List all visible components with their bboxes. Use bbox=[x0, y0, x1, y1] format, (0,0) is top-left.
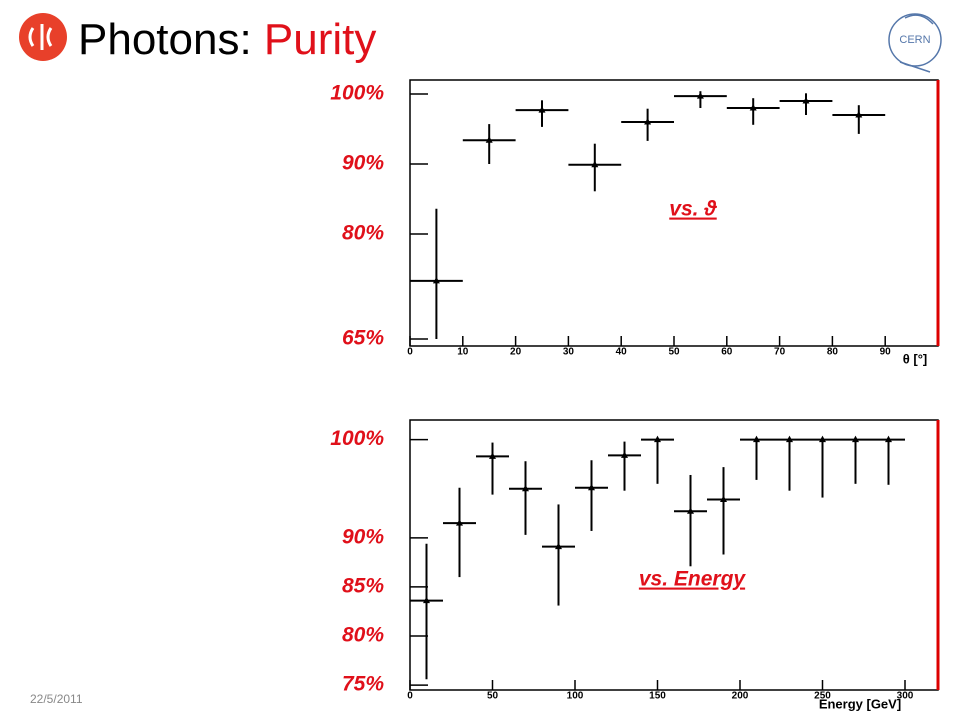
point bbox=[855, 111, 863, 118]
y-tick-label: 100% bbox=[330, 82, 384, 105]
x-tick-label: 30 bbox=[563, 347, 575, 358]
point bbox=[696, 92, 704, 99]
y-tick-label: 75% bbox=[342, 673, 384, 696]
x-tick-label: 20 bbox=[510, 347, 522, 358]
clic-logo bbox=[19, 13, 67, 61]
title-highlight: Purity bbox=[264, 15, 376, 64]
point bbox=[786, 435, 793, 443]
x-tick-label: 10 bbox=[457, 347, 469, 358]
point bbox=[456, 519, 463, 526]
point bbox=[621, 451, 628, 458]
x-tick-label: 200 bbox=[732, 691, 749, 702]
point bbox=[644, 118, 652, 125]
point bbox=[489, 452, 496, 459]
x-axis-label: θ [°] bbox=[903, 351, 928, 366]
annotation: vs. Energy bbox=[639, 568, 747, 591]
y-tick-label: 80% bbox=[342, 624, 384, 647]
x-tick-label: 100 bbox=[567, 691, 584, 702]
y-tick-label: 80% bbox=[342, 222, 384, 245]
cern-text: CERN bbox=[899, 34, 930, 46]
point bbox=[753, 435, 760, 443]
y-tick-label: 100% bbox=[330, 427, 384, 450]
slide-title: Photons: Purity bbox=[78, 15, 376, 64]
x-tick-label: 70 bbox=[774, 347, 786, 358]
x-tick-label: 90 bbox=[880, 347, 892, 358]
x-tick-label: 250 bbox=[814, 691, 831, 702]
plot-frame bbox=[409, 419, 939, 691]
x-tick-label: 0 bbox=[407, 347, 413, 358]
point bbox=[720, 495, 727, 503]
title-text: Photons: bbox=[78, 15, 252, 64]
x-tick-label: 0 bbox=[407, 691, 413, 702]
cern-logo bbox=[888, 13, 942, 73]
point bbox=[555, 542, 562, 550]
point bbox=[654, 435, 661, 443]
x-tick-label: 150 bbox=[649, 691, 666, 702]
annotation: vs. ϑ bbox=[669, 198, 717, 221]
x-axis-label: Energy [GeV] bbox=[819, 696, 901, 711]
point bbox=[885, 435, 892, 443]
point bbox=[591, 160, 599, 168]
x-tick-label: 300 bbox=[897, 691, 914, 702]
point bbox=[749, 104, 757, 111]
point bbox=[522, 484, 529, 492]
x-tick-label: 40 bbox=[616, 347, 628, 358]
point bbox=[485, 136, 493, 143]
x-tick-label: 80 bbox=[827, 347, 839, 358]
point bbox=[802, 97, 810, 104]
point bbox=[852, 435, 859, 443]
point bbox=[538, 106, 546, 113]
y-tick-label: 90% bbox=[342, 525, 384, 548]
y-tick-label: 65% bbox=[342, 327, 384, 350]
x-tick-label: 50 bbox=[668, 347, 680, 358]
date: 22/5/2011 bbox=[30, 692, 83, 706]
y-tick-label: 85% bbox=[342, 574, 384, 597]
x-tick-label: 60 bbox=[721, 347, 733, 358]
point bbox=[588, 483, 595, 491]
point bbox=[819, 435, 826, 443]
point bbox=[687, 507, 694, 514]
point bbox=[423, 596, 430, 604]
y-tick-label: 90% bbox=[342, 152, 384, 175]
x-tick-label: 50 bbox=[487, 691, 499, 702]
point bbox=[432, 276, 440, 284]
